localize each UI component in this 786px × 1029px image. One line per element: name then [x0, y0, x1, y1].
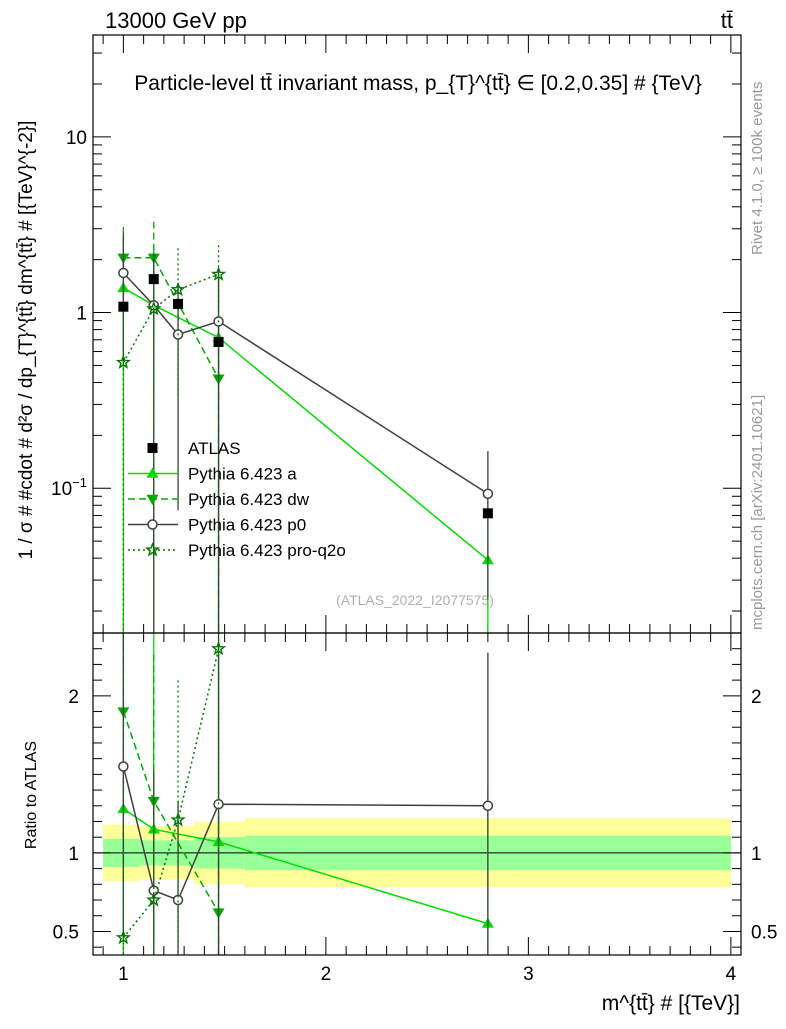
x-tick-label: 4 — [726, 964, 737, 985]
energy-label: 13000 GeV pp — [105, 8, 247, 33]
ratio-panel-frame — [92, 632, 742, 956]
series-layer — [115, 217, 494, 955]
legend-marker — [147, 519, 158, 530]
ratio-point-pythia-6-423-pro-q2o — [146, 891, 162, 907]
ratio-tick-label: 2 — [68, 687, 79, 708]
legend-label: Pythia 6.423 a — [188, 465, 297, 484]
series-point-pythia-6-423-p0 — [118, 267, 129, 279]
y-tick-label: 10−1 — [51, 475, 87, 500]
series-point-pythia-6-423-pro-q2o — [210, 266, 227, 281]
y-tick-label: 1 — [76, 304, 87, 325]
axes: 1 2 3 4 10−1 1 10 0.5 0.5 1 1 2 2 — [51, 35, 777, 985]
ratio-point-pythia-6-423-p0 — [482, 800, 494, 812]
ratio-tick-label-right: 2 — [751, 687, 762, 708]
ratio-tick-label-right: 1 — [751, 844, 762, 865]
series-point-pythia-6-423-pro-q2o — [146, 300, 162, 316]
series-point-pythia-6-423-pro-q2o — [115, 354, 132, 369]
ratio-point-pythia-6-423-pro-q2o — [170, 811, 186, 827]
ratio-panel-series — [115, 633, 494, 955]
series-line-pythia-6-423-a — [123, 287, 489, 561]
ratio-point-pythia-6-423-pro-q2o — [115, 929, 132, 945]
legend-marker — [144, 542, 161, 557]
y-tick-exponent: −1 — [72, 475, 87, 490]
ratio-tick-label: 1 — [68, 844, 79, 865]
analysis-watermark: (ATLAS_2022_I2077575) — [336, 592, 494, 608]
rivet-label: Rivet 4.1.0, ≥ 100k events — [749, 82, 766, 255]
plot-title: Particle-level tt̄ invariant mass, p_{T}… — [134, 72, 701, 95]
x-tick-label: 2 — [321, 964, 332, 985]
uncertainty-bands — [93, 818, 741, 888]
legend-marker — [147, 443, 158, 453]
atlas-data-point — [482, 508, 493, 519]
x-axis-title: m^{tt̄} # [{TeV}] — [602, 992, 740, 1015]
legend-label: Pythia 6.423 dw — [188, 490, 310, 509]
y-axis-title: 1 / σ # #cdot # d²σ / dp_{T}^{tt̄} dm^{t… — [16, 121, 37, 560]
legend-label: ATLAS — [188, 439, 241, 458]
x-tick-label: 3 — [523, 964, 534, 985]
legend-marker — [146, 494, 159, 505]
series-line-pythia-6-423-pro-q2o — [122, 273, 219, 363]
ratio-line-pythia-6-423-a — [122, 808, 489, 925]
series-line-pythia-6-423-dw — [123, 257, 220, 380]
atlas-data-point — [173, 298, 184, 309]
ratio-point-pythia-6-423-p0 — [118, 761, 129, 772]
legend-marker — [146, 467, 159, 478]
ratio-point-pythia-6-423-pro-q2o — [210, 640, 227, 656]
ratio-tick-label: 0.5 — [53, 922, 79, 943]
source-label: mcplots.cern.ch [arXiv:2401.10621] — [749, 395, 766, 630]
plot-frames — [92, 34, 742, 956]
legend: ATLAS Pythia 6.423 a Pythia 6.423 dw Pythia… — [128, 439, 346, 560]
y-tick-label: 10 — [66, 128, 87, 149]
legend-label: Pythia 6.423 p0 — [188, 516, 306, 535]
legend-label: Pythia 6.423 pro-q2o — [188, 541, 346, 560]
ratio-axis-title: Ratio to ATLAS — [23, 741, 40, 849]
ratio-line-pythia-6-423-pro-q2o — [122, 648, 220, 939]
atlas-data-point — [148, 274, 159, 285]
process-label: tt̄ — [721, 8, 733, 33]
atlas-data-point — [118, 301, 129, 312]
x-tick-label: 1 — [118, 964, 129, 985]
atlas-data-point — [213, 336, 224, 347]
ratio-tick-label-right: 0.5 — [751, 922, 777, 943]
series-point-pythia-6-423-pro-q2o — [170, 281, 186, 297]
main-panel-series — [115, 217, 494, 633]
series-point-pythia-6-423-p0 — [482, 488, 494, 500]
